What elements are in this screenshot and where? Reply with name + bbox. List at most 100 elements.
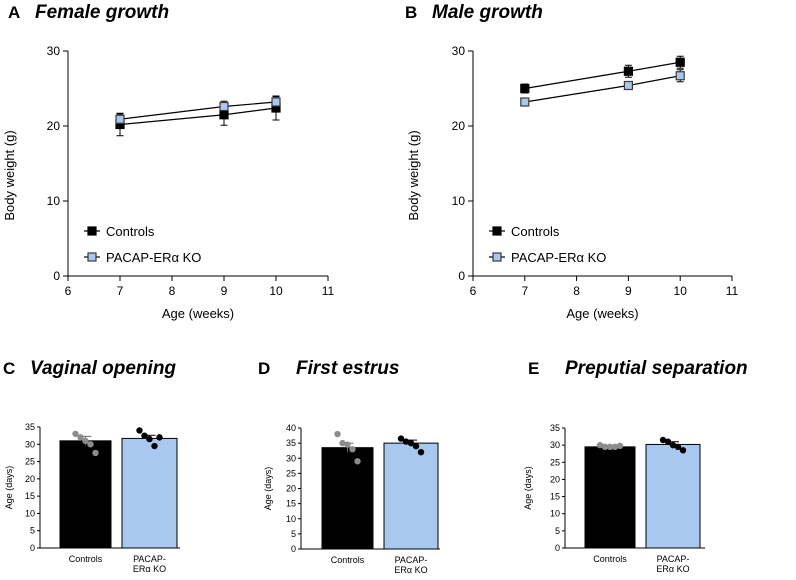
data-point-controls [72, 430, 79, 438]
x-tick-label: 10 [674, 284, 688, 298]
y-tick-label: 20 [47, 119, 61, 133]
y-tick-label: 25 [25, 457, 35, 467]
panel-letter: C [3, 359, 15, 378]
x-category-label: PACAP- [133, 554, 166, 564]
chart-title: First estrus [296, 358, 399, 379]
data-point-controls [334, 430, 341, 438]
legend-label: PACAP-ERα KO [106, 250, 201, 265]
y-tick-label: 30 [47, 44, 61, 58]
data-point-controls [616, 442, 624, 450]
data-point-ko [675, 71, 685, 81]
y-tick-label: 30 [452, 44, 466, 58]
legend-label: PACAP-ERα KO [511, 250, 606, 265]
x-tick-label: 9 [625, 284, 632, 298]
data-point-ko [623, 80, 634, 91]
y-tick-label: 35 [25, 422, 35, 432]
panel-letter: A [8, 3, 20, 22]
data-point-controls [675, 57, 685, 67]
y-tick-label: 10 [25, 508, 35, 518]
panel-c: C Vaginal opening 0 5 10 15 20 25 30 35 Age (days)… [3, 358, 180, 574]
y-tick-label: 15 [25, 491, 35, 501]
x-tick-label: 7 [521, 284, 528, 298]
y-tick-label: 20 [550, 474, 560, 484]
y-tick-label: 25 [550, 457, 560, 467]
bar-controls [59, 440, 112, 549]
x-tick-label: 10 [269, 284, 283, 298]
data-point-ko [407, 439, 415, 447]
x-category-label: Controls [69, 554, 103, 564]
bar-controls [584, 446, 636, 549]
x-category-label: PACAP- [657, 554, 690, 564]
y-tick-label: 40 [286, 423, 296, 433]
y-tick-label: 20 [25, 474, 35, 484]
data-point-ko [141, 432, 148, 439]
data-point-ko [659, 436, 667, 444]
x-category-label: Controls [593, 554, 627, 564]
x-category-label: Controls [331, 555, 365, 565]
bar-ko [121, 437, 178, 549]
y-tick-label: 10 [452, 194, 466, 208]
data-point-ko [412, 442, 420, 450]
y-tick-label: 5 [555, 526, 560, 536]
data-point-ko [146, 435, 153, 443]
y-tick-label: 35 [286, 438, 296, 448]
x-tick-label: 7 [117, 284, 124, 298]
data-point-ko [674, 443, 682, 451]
data-point-ko [679, 447, 687, 454]
data-point-ko [417, 449, 425, 456]
bar-controls [321, 447, 374, 550]
data-point-ko [271, 97, 281, 107]
legend-marker-controls [492, 226, 502, 236]
panel-a: A Female growth 0 10 20 30 6 7 8 9 10 11 Age (weeks)… [2, 2, 335, 321]
legend-marker-controls [87, 226, 97, 236]
data-point-ko [664, 438, 672, 445]
data-point-controls [611, 443, 619, 451]
data-point-ko [669, 441, 677, 449]
panel-d: D First estrus 0 5 10 15 20 25 30 35 40 Age (days) C… [258, 358, 440, 575]
x-category-label: PACAP- [395, 555, 428, 565]
data-point-controls [606, 443, 614, 451]
panel-letter: E [528, 359, 539, 378]
data-point-ko [115, 114, 125, 124]
x-tick-label: 8 [573, 284, 580, 298]
y-axis-label: Age (days) [4, 466, 14, 510]
y-tick-label: 20 [286, 484, 296, 494]
x-category-label: ERα KO [133, 564, 166, 574]
legend-label: Controls [106, 224, 155, 239]
y-tick-label: 10 [286, 514, 296, 524]
chart-title: Vaginal opening [30, 358, 176, 379]
legend-label: Controls [511, 224, 560, 239]
y-tick-label: 30 [25, 439, 35, 449]
x-axis-label: Age (weeks) [566, 306, 638, 321]
chart-title: Female growth [35, 2, 169, 23]
panel-letter: B [405, 3, 417, 22]
y-tick-label: 0 [30, 543, 35, 553]
data-point-controls [596, 441, 604, 449]
y-axis-label: Body weight (g) [406, 130, 421, 220]
y-tick-label: 25 [286, 468, 296, 478]
x-tick-label: 11 [726, 284, 739, 298]
data-point-controls [339, 439, 346, 447]
data-point-controls [82, 437, 89, 445]
y-tick-label: 10 [550, 509, 560, 519]
chart-title: Male growth [432, 2, 543, 23]
y-tick-label: 5 [30, 526, 35, 536]
y-tick-label: 20 [452, 119, 466, 133]
data-point-ko [156, 434, 163, 441]
data-point-controls [344, 441, 351, 448]
series-line-ko [524, 75, 681, 103]
data-point-ko [151, 442, 158, 450]
y-tick-label: 0 [555, 543, 560, 553]
y-tick-label: 15 [286, 499, 296, 509]
x-tick-label: 11 [322, 284, 335, 298]
y-tick-label: 15 [550, 492, 560, 502]
y-tick-label: 0 [291, 544, 296, 554]
series-line-controls [524, 61, 681, 90]
x-tick-label: 6 [470, 284, 477, 298]
data-point-ko [402, 438, 410, 445]
bar-ko [383, 442, 439, 550]
y-axis-label: Body weight (g) [2, 130, 17, 220]
x-tick-label: 6 [65, 284, 72, 298]
y-tick-label: 0 [53, 269, 60, 283]
